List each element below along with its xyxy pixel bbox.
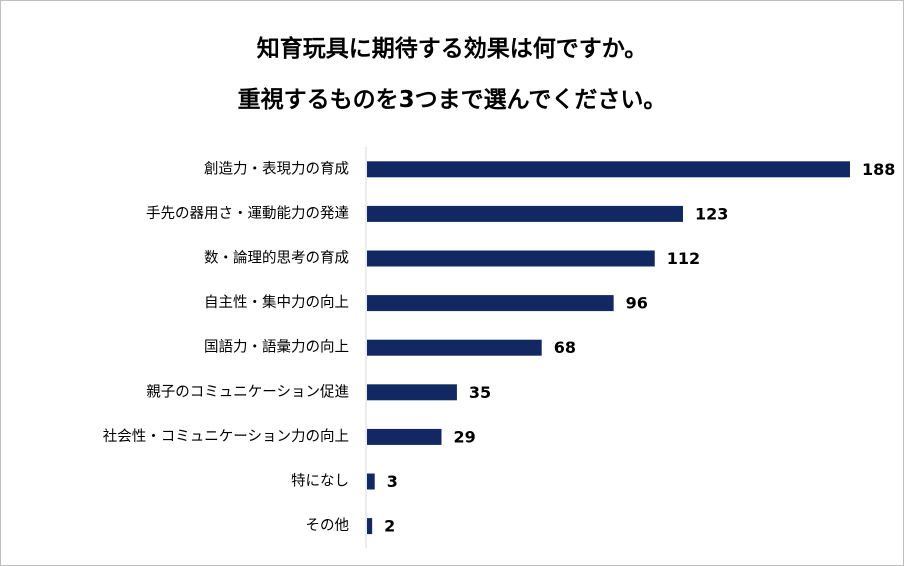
category-label: 自主性・集中力の向上 — [204, 294, 349, 311]
bar — [367, 161, 850, 178]
bar — [367, 205, 684, 222]
chart-title-line-1: 知育玩具に期待する効果は何ですか。 — [256, 36, 648, 62]
data-label: 68 — [554, 338, 576, 357]
bar — [367, 473, 375, 490]
data-label: 29 — [454, 427, 476, 446]
category-label: 手先の器用さ・運動能力の発達 — [146, 205, 349, 222]
bar — [367, 295, 614, 312]
category-label: 特になし — [291, 473, 349, 490]
data-label: 112 — [667, 249, 700, 268]
data-label: 96 — [626, 294, 648, 313]
category-label: 数・論理的思考の育成 — [204, 250, 349, 267]
category-label: 創造力・表現力の育成 — [204, 160, 349, 177]
category-label: 社会性・コミュニケーション力の向上 — [103, 428, 349, 445]
data-label: 2 — [384, 517, 395, 536]
data-label: 3 — [387, 472, 398, 491]
bar — [367, 384, 457, 401]
category-label: その他 — [306, 517, 350, 534]
category-label: 親子のコミュニケーション促進 — [146, 383, 349, 400]
bar — [367, 250, 655, 267]
bar — [367, 518, 373, 535]
chart-title-line-2: 重視するものを3つまで選んでください。 — [237, 87, 667, 113]
bar — [367, 339, 542, 356]
data-label: 188 — [862, 160, 895, 179]
data-label: 123 — [695, 204, 728, 223]
data-label: 35 — [469, 383, 491, 402]
bar — [367, 428, 442, 445]
category-label: 国語力・語彙力の向上 — [204, 339, 349, 356]
